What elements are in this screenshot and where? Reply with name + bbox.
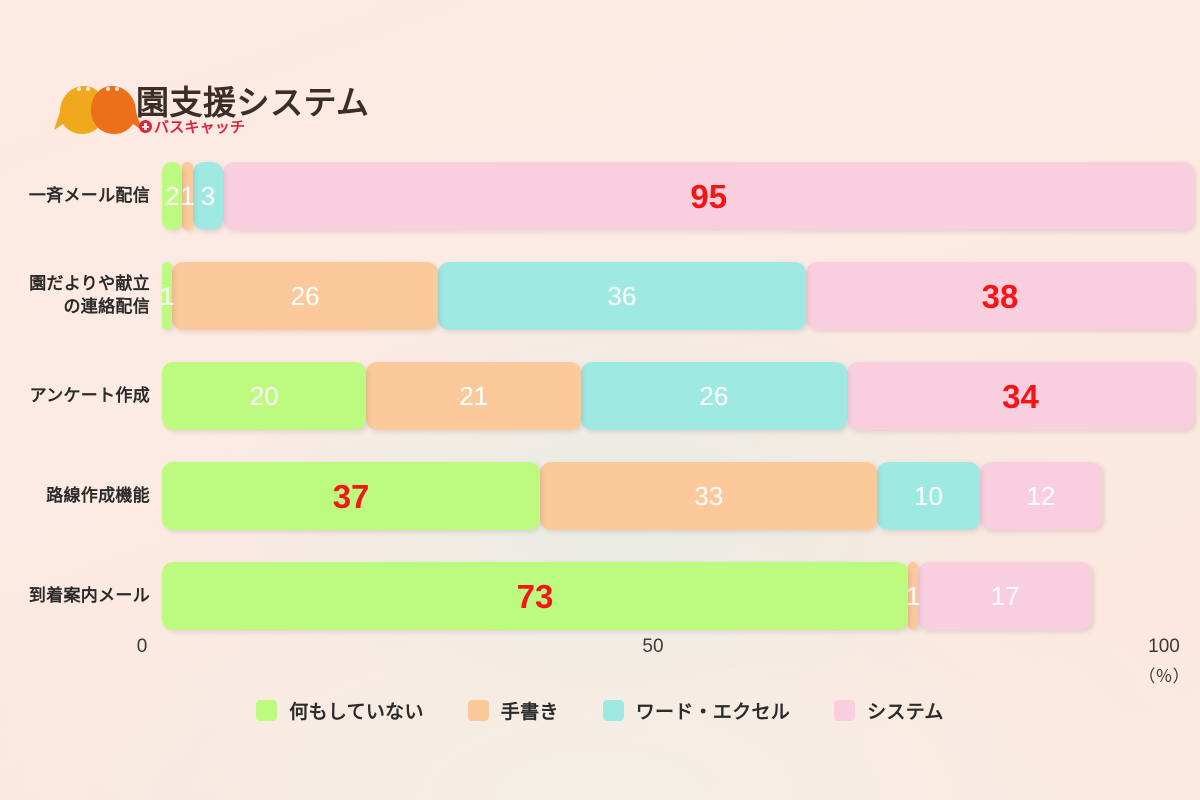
legend-item-label: 何もしていない <box>289 701 424 723</box>
legend-swatch-icon <box>834 699 856 721</box>
legend-item[interactable]: 何もしていない <box>256 697 424 724</box>
bar-segment: 36 <box>437 262 806 330</box>
bar-row-label: 到着案内メール <box>28 585 150 605</box>
logo-title: 園支援システム <box>136 84 370 121</box>
bar-segment: 33 <box>540 462 878 530</box>
bar-segment-value: 33 <box>694 481 724 511</box>
plus-icon <box>139 120 152 133</box>
bar-segment-value: 1 <box>905 581 921 611</box>
bar-segment: 37 <box>162 462 541 530</box>
legend-item-label: 手書き <box>500 701 559 723</box>
bar-segment: 1 <box>905 562 921 630</box>
logo-subtitle-text: バスキャッチ <box>154 119 246 136</box>
logo-subtitle: バスキャッチ <box>139 116 245 137</box>
bar-segment-value: 2 <box>164 181 180 211</box>
legend-swatch-icon <box>602 699 624 721</box>
chick-mascots-icon <box>54 86 142 134</box>
bar-segment: 2 <box>162 162 183 230</box>
legend-swatch-icon <box>256 699 278 721</box>
legend-item[interactable]: システム <box>834 697 944 724</box>
bar-row-label: 一斉メール配信 <box>28 185 150 205</box>
x-axis-tick-label: 50 <box>642 636 664 657</box>
bar-segment: 95 <box>223 162 1195 230</box>
bar-row-label: アンケート作成 <box>29 385 150 405</box>
bar-row: 園だよりや献立 の連絡配信 1 26 36 38 <box>0 262 1200 330</box>
bar-segment: 38 <box>805 262 1195 330</box>
bar-segment-value: 1 <box>180 181 195 211</box>
bar-segment-value: 38 <box>981 277 1019 315</box>
bar-track: 37 33 10 12 <box>162 462 1184 530</box>
legend-item-label: ワード・エクセル <box>635 701 791 723</box>
bar-segment-value: 10 <box>914 481 943 511</box>
bar-segment-value: 73 <box>516 577 554 615</box>
bar-row: 一斉メール配信 2 1 3 95 <box>0 162 1200 230</box>
bar-segment: 3 <box>192 162 224 230</box>
bar-segment: 10 <box>877 462 980 530</box>
chart-legend: 何もしていない 手書き ワード・エクセル システム <box>0 690 1200 730</box>
bar-row: 到着案内メール 73 1 17 <box>0 562 1200 630</box>
bar-track: 2 1 3 95 <box>162 162 1195 230</box>
bar-segment-value: 21 <box>459 381 489 411</box>
legend-swatch-icon <box>467 699 489 721</box>
x-axis-tick-label: 0 <box>136 636 148 657</box>
x-axis-unit-label: （％） <box>1138 667 1190 686</box>
bar-row: アンケート作成 20 21 26 34 <box>0 362 1200 430</box>
bar-segment-value: 95 <box>690 177 728 215</box>
bar-row-label: 園だよりや献立 の連絡配信 <box>29 274 150 316</box>
bar-segment-value: 34 <box>1002 377 1039 415</box>
bar-segment-value: 12 <box>1026 481 1056 511</box>
bar-segment: 12 <box>979 462 1103 530</box>
bar-track: 73 1 17 <box>162 562 1184 630</box>
legend-item-label: システム <box>867 701 944 723</box>
bar-segment: 21 <box>366 362 581 430</box>
bar-segment-value: 3 <box>200 181 216 211</box>
x-axis: 0 50 100 （％） <box>0 636 1200 686</box>
bar-segment-value: 26 <box>290 281 320 311</box>
bar-segment: 1 <box>180 162 195 230</box>
bar-segment: 1 <box>159 262 175 330</box>
bar-segment-value: 17 <box>990 581 1020 611</box>
bar-row-label: 路線作成機能 <box>46 485 150 505</box>
bar-segment: 20 <box>162 362 367 430</box>
stacked-bar-chart: 一斉メール配信 2 1 3 95 園だよりや献立 の連絡配信 1 26 36 38 アンケート作成 20… <box>0 150 1200 650</box>
bar-track: 20 21 26 34 <box>162 362 1195 430</box>
x-axis-tick-label: 100 <box>1148 636 1180 657</box>
bar-segment-value: 20 <box>249 381 279 411</box>
bar-segment-value: 1 <box>159 281 175 311</box>
bar-segment: 34 <box>846 362 1195 430</box>
bar-segment-value: 26 <box>699 381 729 411</box>
bar-segment: 73 <box>162 562 909 630</box>
bar-track: 1 26 36 38 <box>159 262 1195 330</box>
bar-segment: 26 <box>581 362 847 430</box>
bar-segment: 17 <box>918 562 1092 630</box>
bar-segment-value: 37 <box>332 477 370 515</box>
brand-logo: 園支援システム バスキャッチ <box>44 72 464 150</box>
bar-segment: 26 <box>172 262 438 330</box>
bar-row: 路線作成機能 37 33 10 12 <box>0 462 1200 530</box>
legend-item[interactable]: 手書き <box>467 697 559 724</box>
legend-item[interactable]: ワード・エクセル <box>602 697 791 724</box>
bar-segment-value: 36 <box>607 281 637 311</box>
